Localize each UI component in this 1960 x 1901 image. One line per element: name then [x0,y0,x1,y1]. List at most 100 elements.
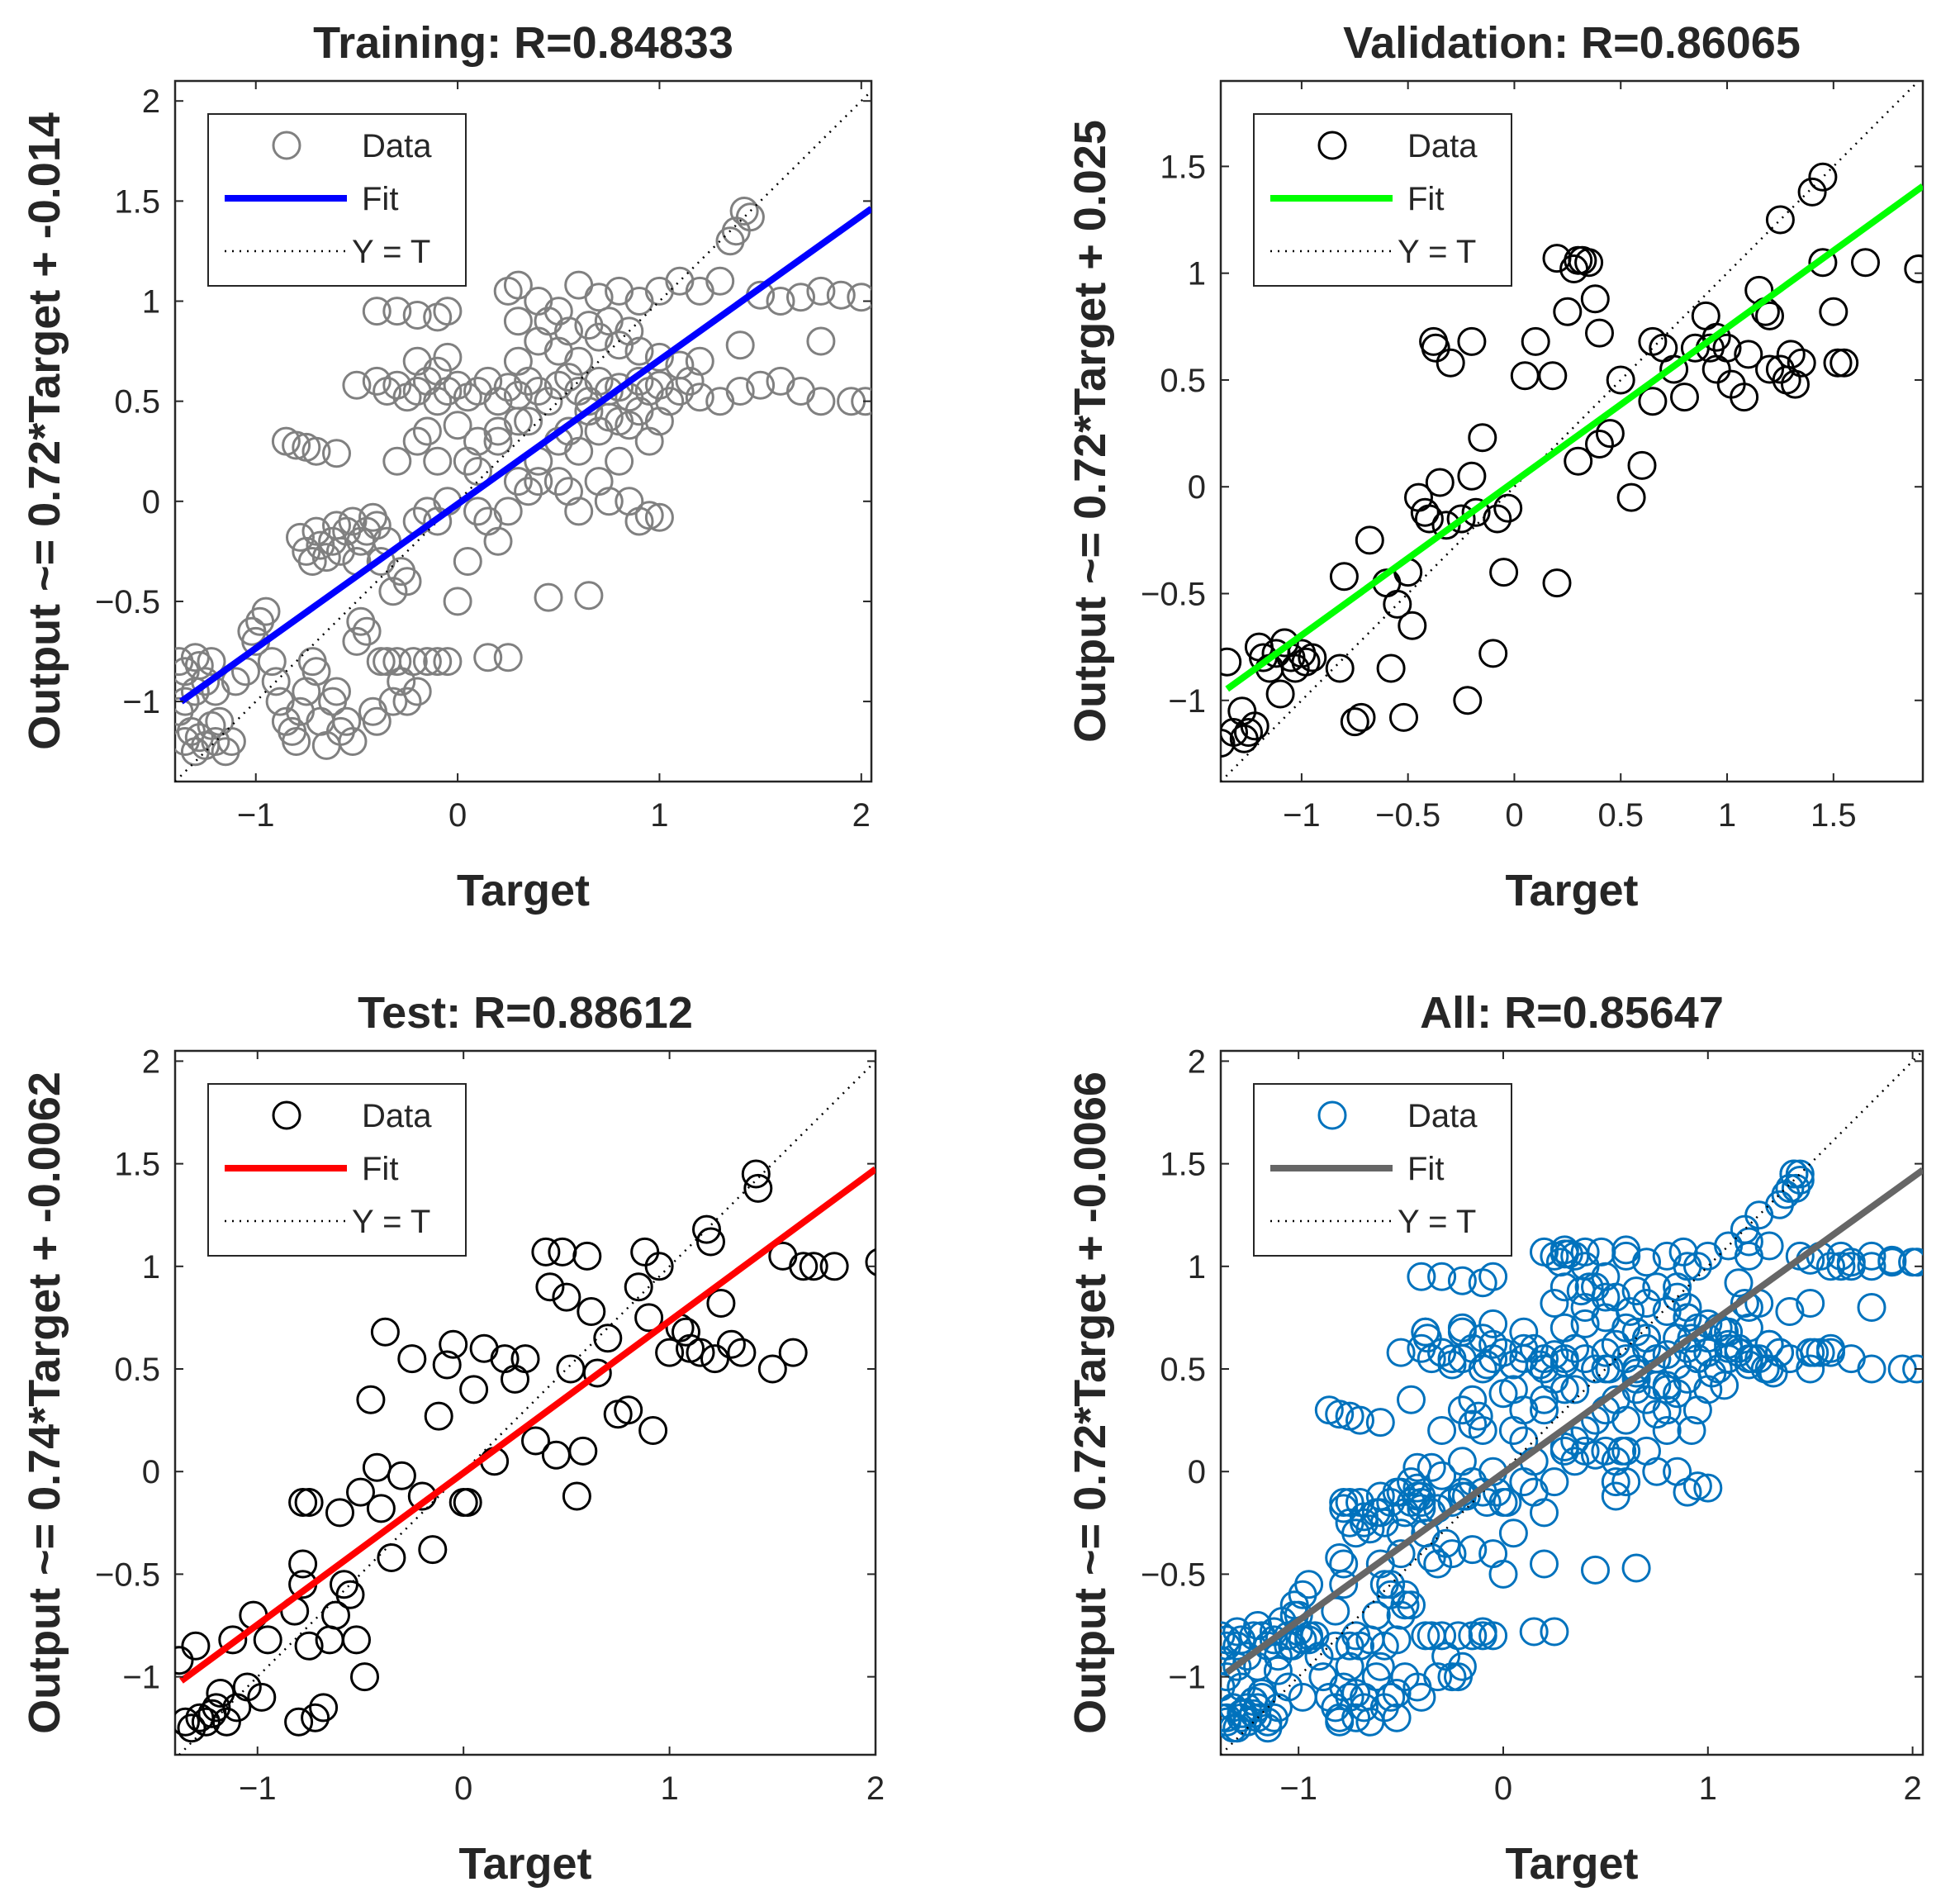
data-point [1519,1617,1549,1647]
data-point [332,706,362,736]
data-point [1787,348,1816,378]
data-point [1240,711,1269,741]
y-tick-label: 1 [1188,1249,1206,1286]
data-point [301,1703,330,1732]
data-point [1355,525,1384,555]
y-tick-label: −0.5 [95,584,160,620]
data-point [786,283,815,312]
data-point [1427,1416,1457,1445]
data-point [665,350,695,380]
data-point [1425,468,1455,497]
data-point [1663,1379,1692,1409]
data-point [524,377,553,406]
data-point [593,1324,623,1353]
data-point [1730,1214,1759,1244]
data-point [1652,1371,1682,1400]
data-point [1437,1344,1467,1374]
data-point [177,1713,206,1743]
legend-entry: Y = T [1398,1204,1476,1240]
y-tick-label: 2 [142,1043,160,1080]
data-point [378,687,408,716]
data-point [1796,1289,1825,1318]
data-point [1581,1354,1610,1384]
data-point [535,1272,565,1302]
data-point [1785,1159,1815,1189]
data-point [342,370,372,400]
data-point [1253,1707,1283,1737]
data-point [232,1672,262,1702]
data-point [1478,639,1508,668]
legend-entry: Fit [362,181,398,217]
data-point [211,1707,241,1737]
data-point [1478,1329,1508,1359]
data-point [1350,1508,1379,1537]
data-point [1447,1317,1477,1347]
data-point [483,526,513,556]
data-point [1781,1173,1811,1203]
data-point [424,1401,453,1431]
data-point [197,647,226,677]
data-point [175,1707,200,1737]
data-point [716,1329,746,1359]
data-point [746,370,776,400]
data-point [1652,1416,1682,1445]
data-point [574,581,604,611]
data-point [605,373,634,402]
y-tick-label: 0.5 [1160,1352,1206,1388]
data-point [1444,1662,1473,1692]
data-point [1616,482,1646,512]
data-point [531,1237,561,1267]
data-point [1329,1494,1359,1523]
data-point [288,1549,318,1579]
data-point [483,426,513,456]
data-point [1294,1570,1324,1599]
data-point [1621,1553,1651,1583]
data-point [1453,686,1483,715]
data-point [1621,1364,1651,1394]
x-tick-label: 1 [1699,1770,1717,1807]
data-point [335,1580,365,1609]
x-tick-label: 2 [866,1770,885,1807]
y-tick-label: 1 [142,284,160,321]
chart-1: −1 0 1 2 −1 −0.5 0 0.5 1 1.5 2 Training: R=0.84833 T… [20,18,873,915]
legend-entry: Data [1407,128,1478,164]
data-point [1621,1358,1651,1388]
data-point [311,543,341,573]
data-point [1436,348,1465,378]
data-point [402,346,432,376]
y-tick-label: 1 [1188,256,1206,292]
data-point [1540,1289,1569,1318]
data-point [568,1436,598,1466]
data-point [1345,1405,1374,1435]
data-point [1376,1682,1406,1712]
data-point [338,506,368,536]
data-point [1294,1625,1324,1655]
data-point [1410,497,1440,527]
data-point [521,1426,550,1456]
data-point [1389,702,1418,732]
data-point [325,1498,354,1528]
data-point [1259,1625,1288,1655]
data-point [392,687,422,716]
data-point [605,446,634,476]
data-point [1221,1646,1236,1675]
data-point [453,1488,482,1517]
data-point [851,387,871,416]
data-point [1365,1408,1395,1438]
data-point [1857,1293,1886,1322]
x-tick-label: −1 [237,797,275,834]
data-point [1221,647,1242,677]
x-tick-label: 2 [1903,1770,1921,1807]
data-point [806,276,836,306]
data-point [543,370,573,400]
data-point [1601,1467,1630,1497]
data-point [1341,1518,1371,1548]
data-point [1457,461,1487,491]
x-tick-label: −1 [1279,1770,1317,1807]
data-point [514,406,543,436]
data-point [1365,1498,1395,1528]
data-point [799,1252,828,1281]
data-point [514,477,543,506]
data-point [1755,354,1784,384]
data-point [221,667,250,696]
